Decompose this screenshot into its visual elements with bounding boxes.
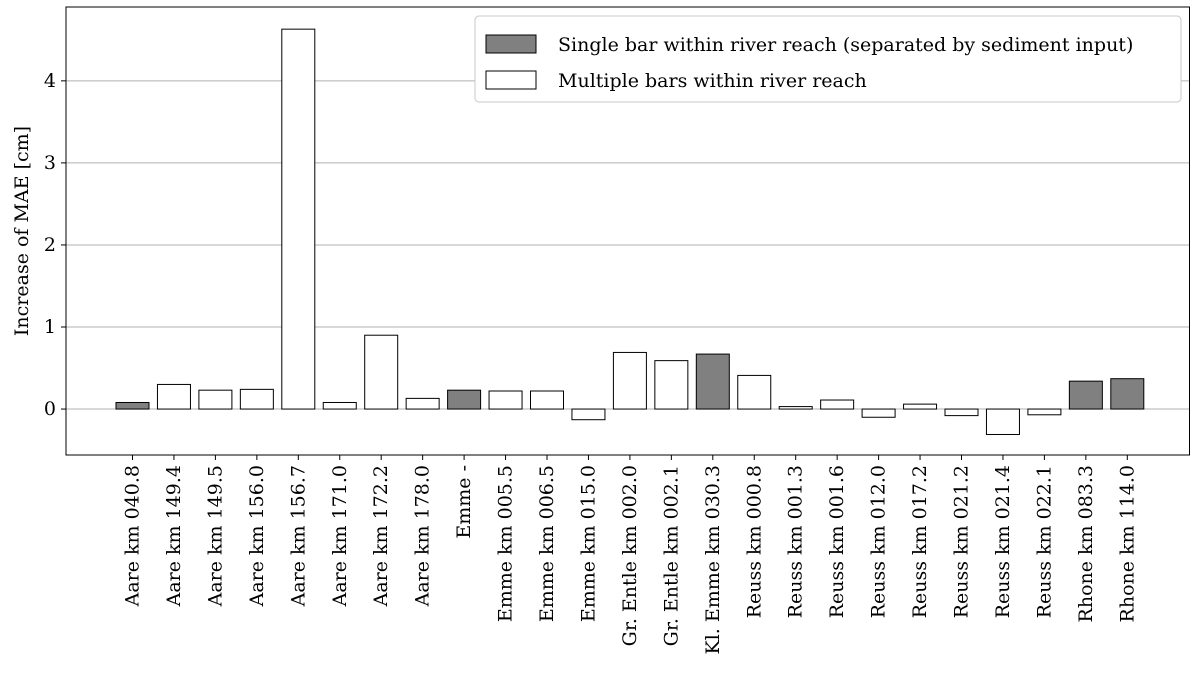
x-axis-ticks: Aare km 040.8 Aare km 149.4 Aare km 149.5 A… — [122, 455, 1138, 655]
y-tick-label: 2 — [44, 234, 56, 256]
bar-emme-km-005-5 — [488, 390, 523, 410]
bar-aare-km-156-7 — [281, 28, 316, 410]
bar-reuss-km-001-3 — [778, 406, 813, 410]
x-tick-label: Emme - — [453, 465, 475, 539]
y-tick-label: 3 — [44, 152, 56, 174]
x-tick-label: Reuss km 022.1 — [1033, 465, 1055, 618]
x-tick-label: Reuss km 012.0 — [868, 465, 890, 618]
x-tick-label: Reuss km 001.3 — [785, 465, 807, 618]
x-tick-label: Aare km 178.0 — [412, 465, 434, 607]
x-tick-label: Reuss km 001.6 — [826, 465, 848, 618]
bar-emme-km-015-0 — [571, 408, 606, 421]
legend-label-multiple: Multiple bars within river reach — [558, 70, 867, 92]
x-tick-label: Emme km 006.5 — [536, 465, 558, 622]
bar-aare-km-040-8 — [115, 401, 150, 410]
bar-reuss-km-001-6 — [820, 399, 855, 410]
bar-reuss-km-017-2 — [903, 403, 938, 410]
x-tick-label: Rhone km 114.0 — [1116, 465, 1138, 622]
x-tick-label: Reuss km 021.2 — [951, 465, 973, 618]
x-tick-label: Emme km 015.0 — [577, 465, 599, 622]
bar-aare-km-172-2 — [364, 334, 399, 410]
bar-reuss-km-021-4 — [985, 408, 1020, 435]
x-tick-label: Kl. Emme km 030.3 — [702, 465, 724, 655]
bar-emme-km-006-5 — [530, 390, 564, 410]
bar-rhone-km-114-0 — [1110, 378, 1145, 410]
bar-aare-km-149-5 — [198, 389, 233, 410]
x-tick-label: Gr. Entle km 002.0 — [619, 465, 641, 646]
legend-swatch-multiple — [485, 70, 537, 90]
x-tick-label: Gr. Entle km 002.1 — [660, 465, 682, 646]
y-tick-label: 4 — [44, 70, 56, 92]
y-tick-label: 1 — [44, 316, 56, 338]
x-tick-label: Aare km 149.4 — [163, 465, 185, 607]
x-tick-label: Emme km 005.5 — [495, 465, 517, 622]
bar-reuss-km-022-1 — [1027, 408, 1062, 416]
bar-aare-km-149-4 — [156, 383, 191, 410]
x-tick-label: Aare km 040.8 — [122, 465, 144, 607]
x-tick-label: Aare km 156.7 — [287, 465, 309, 607]
y-tick-label: 0 — [44, 398, 56, 420]
bar-kl-emme-km-030-3 — [695, 353, 730, 410]
bar-rhone-km-083-3 — [1068, 380, 1103, 410]
bars — [115, 28, 1145, 435]
bar-aare-km-156-0 — [239, 388, 274, 410]
bar-emme — [447, 389, 482, 410]
bar-reuss-km-021-2 — [944, 408, 979, 417]
legend-swatch-single — [485, 34, 537, 54]
x-tick-label: Aare km 172.2 — [370, 465, 392, 607]
bar-reuss-km-012-0 — [861, 408, 896, 418]
y-axis-label: Increase of MAE [cm] — [11, 126, 33, 336]
bar-gr-entle-km-002-1 — [654, 360, 689, 410]
bar-aare-km-171-0 — [322, 401, 357, 410]
legend-frame — [474, 15, 1182, 103]
bar-gr-entle-km-002-0 — [612, 351, 647, 410]
x-tick-label: Reuss km 000.8 — [743, 465, 765, 618]
x-tick-label: Reuss km 017.2 — [909, 465, 931, 618]
x-tick-label: Aare km 149.5 — [204, 465, 226, 607]
x-tick-label: Reuss km 021.4 — [992, 465, 1014, 618]
x-tick-label: Rhone km 083.3 — [1075, 465, 1097, 622]
x-tick-label: Aare km 156.0 — [246, 465, 268, 607]
legend-label-single: Single bar within river reach (separated… — [558, 34, 1133, 56]
bar-reuss-km-000-8 — [737, 374, 772, 410]
x-tick-label: Aare km 171.0 — [329, 465, 351, 607]
bar-aare-km-178-0 — [405, 397, 440, 410]
legend: Single bar within river reach (separated… — [474, 15, 1182, 103]
y-axis-ticks: 0 1 2 3 4 — [44, 70, 66, 420]
